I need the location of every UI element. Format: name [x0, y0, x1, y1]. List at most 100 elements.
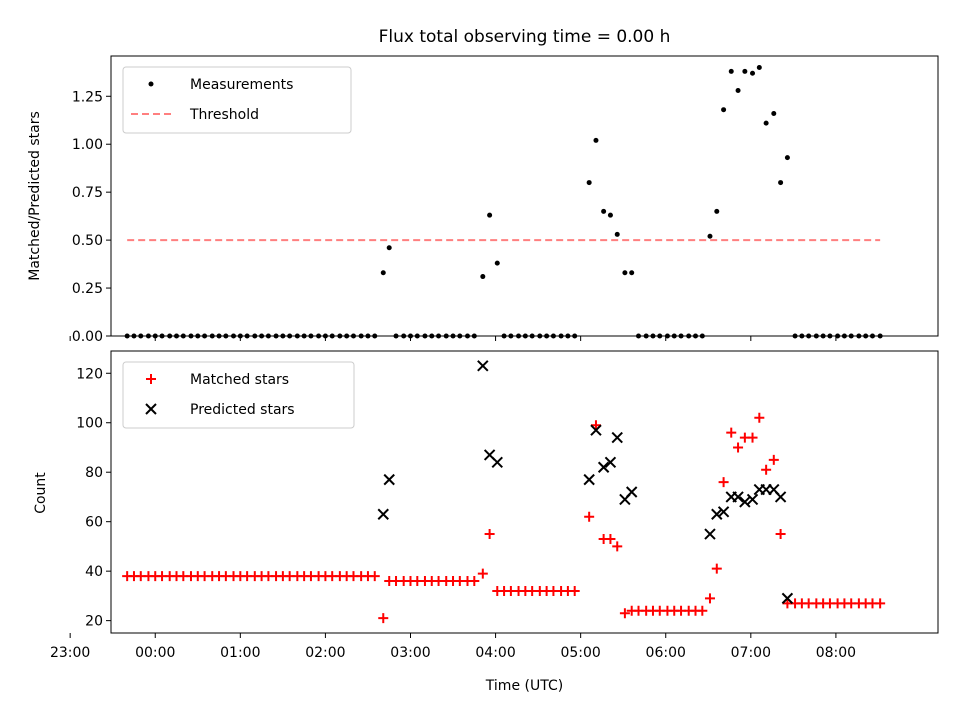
matched-star-point: [605, 534, 616, 544]
predicted-star-point: [597, 461, 610, 473]
x-tick-label: 03:00: [390, 645, 430, 661]
y-tick-label: 0.00: [72, 329, 103, 345]
x-tick-label: 04:00: [475, 645, 515, 661]
bottom-ylabel: Count: [33, 472, 49, 514]
axes-frame: [110, 350, 939, 634]
measurement-point: [714, 208, 720, 214]
matched-star-point: [469, 576, 480, 587]
measurement-point: [601, 208, 607, 214]
legend-label: Matched stars: [190, 372, 289, 388]
predicted-star-point: [711, 508, 723, 520]
matched-star-point: [369, 571, 380, 582]
y-tick-label: 0.50: [72, 233, 103, 249]
predicted-star-point: [746, 493, 759, 506]
y-tick-label: 120: [76, 366, 103, 382]
x-tick-label: 01:00: [220, 645, 260, 661]
legend-matched-swatch: [146, 374, 156, 384]
matched-star-point: [733, 442, 744, 453]
legend-predicted-swatch: [145, 403, 157, 415]
matched-star-point: [768, 454, 779, 465]
matched-star-point: [761, 464, 772, 475]
legend-box: [122, 66, 352, 134]
y-tick-label: 0.25: [72, 281, 103, 297]
y-tick-label: 60: [85, 515, 103, 531]
measurement-point: [728, 68, 734, 74]
legend-label: Measurements: [190, 77, 293, 93]
x-tick-label: 05:00: [560, 645, 600, 661]
matched-star-point: [584, 511, 595, 522]
measurement-point: [380, 270, 386, 276]
measurement-point: [629, 270, 635, 276]
legend-label: Predicted stars: [190, 402, 295, 418]
legend-measurement-swatch: [148, 81, 154, 87]
measurement-point: [771, 111, 777, 117]
x-tick-label: 00:00: [135, 645, 175, 661]
predicted-star-point: [377, 508, 389, 520]
measurement-point: [614, 231, 620, 237]
top-ylabel: Matched/Predicted stars: [27, 111, 43, 281]
y-tick-label: 80: [85, 465, 103, 481]
matched-star-point: [697, 605, 708, 616]
y-tick-label: 100: [76, 416, 103, 432]
measurement-point: [750, 70, 756, 76]
axes-frame: [110, 55, 939, 337]
legend-box: [122, 361, 355, 429]
matched-star-point: [875, 598, 886, 609]
measurement-point: [778, 180, 784, 186]
predicted-star-point: [590, 424, 602, 436]
x-tick-label: 07:00: [731, 645, 771, 661]
matched-star-point: [612, 541, 623, 552]
predicted-star-point: [739, 496, 751, 508]
measurement-point: [586, 180, 592, 186]
measurement-point: [735, 88, 741, 94]
x-tick-label: 08:00: [816, 645, 856, 661]
predicted-star-point: [625, 486, 638, 498]
matched-star-point: [619, 608, 630, 619]
matched-star-point: [704, 593, 715, 604]
predicted-star-point: [781, 592, 794, 605]
matched-star-point: [378, 613, 389, 624]
matched-star-point: [484, 529, 495, 540]
y-tick-label: 40: [85, 564, 103, 580]
predicted-star-point: [583, 473, 595, 486]
matched-star-point: [711, 563, 722, 574]
measurement-point: [721, 107, 727, 113]
y-tick-label: 1.00: [72, 137, 103, 153]
predicted-star-point: [704, 528, 716, 540]
measurement-point: [742, 68, 748, 74]
y-tick-label: 0.75: [72, 185, 103, 201]
matched-star-point: [726, 427, 737, 438]
matched-star-point: [775, 529, 786, 540]
measurement-point: [487, 212, 493, 218]
predicted-star-point: [732, 491, 744, 503]
x-tick-label: 23:00: [50, 645, 90, 661]
predicted-star-point: [477, 360, 489, 372]
y-tick-label: 1.25: [72, 89, 103, 105]
predicted-star-point: [774, 491, 787, 503]
predicted-star-point: [611, 431, 623, 444]
x-tick-label: 06:00: [646, 645, 686, 661]
predicted-star-point: [491, 456, 503, 469]
measurement-point: [707, 233, 713, 239]
xlabel: Time (UTC): [485, 678, 563, 694]
ratio-panel: 0.00 0.25 0.50 0.75 1.00 1.25 Measurements Thre…: [69, 55, 939, 345]
measurement-point: [784, 155, 790, 161]
count-panel: 20 40 60 80 100 120 23:00 00:00 01:00 02:00 03:00 0…: [50, 350, 939, 661]
measurement-point: [622, 270, 628, 276]
predicted-star-point: [604, 456, 617, 469]
matched-star-point: [590, 420, 601, 431]
measurement-point: [756, 65, 762, 71]
measurement-point: [386, 245, 392, 251]
y-tick-label: 20: [85, 614, 103, 630]
matched-star-point: [477, 568, 488, 579]
legend-label: Threshold: [189, 107, 259, 123]
x-tick-label: 02:00: [305, 645, 345, 661]
matched-star-point: [747, 432, 758, 443]
figure-title: Flux total observing time = 0.00 h: [379, 27, 671, 47]
matched-star-point: [718, 477, 729, 488]
matched-star-point: [754, 412, 765, 423]
measurement-point: [480, 274, 486, 280]
measurement-point: [494, 260, 500, 266]
matched-star-point: [569, 585, 580, 596]
measurement-point: [763, 120, 769, 126]
